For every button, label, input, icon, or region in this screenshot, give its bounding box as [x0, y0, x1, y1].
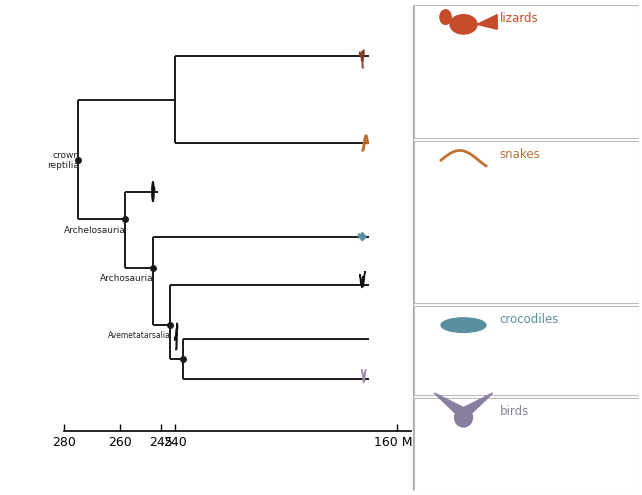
Text: Archosauria: Archosauria: [100, 274, 154, 283]
Ellipse shape: [455, 407, 473, 427]
Text: Avemetatarsalia: Avemetatarsalia: [108, 331, 170, 340]
Polygon shape: [364, 235, 366, 239]
Polygon shape: [359, 233, 360, 238]
Ellipse shape: [440, 10, 451, 24]
Ellipse shape: [176, 328, 177, 340]
Bar: [414, 306, 639, 396]
Polygon shape: [435, 393, 464, 412]
Polygon shape: [360, 274, 361, 285]
Ellipse shape: [363, 375, 365, 383]
Polygon shape: [360, 51, 361, 55]
Text: crocodiles: crocodiles: [499, 313, 559, 326]
Ellipse shape: [154, 187, 155, 193]
Text: snakes: snakes: [499, 148, 540, 161]
Text: Archelosauria: Archelosauria: [64, 226, 126, 235]
Bar: [414, 141, 639, 303]
Polygon shape: [464, 393, 493, 412]
Polygon shape: [363, 271, 365, 287]
Bar: [414, 398, 639, 490]
Ellipse shape: [450, 15, 477, 34]
Polygon shape: [361, 370, 363, 377]
Ellipse shape: [360, 233, 364, 241]
Text: lizards: lizards: [499, 12, 538, 25]
Polygon shape: [477, 15, 497, 29]
Polygon shape: [364, 370, 366, 377]
Ellipse shape: [362, 277, 363, 281]
Ellipse shape: [361, 280, 363, 288]
Bar: [414, 5, 639, 139]
Ellipse shape: [361, 51, 363, 62]
Ellipse shape: [441, 318, 486, 333]
Text: birds: birds: [499, 405, 529, 418]
Ellipse shape: [363, 50, 364, 56]
Text: crown
reptilia: crown reptilia: [48, 150, 80, 170]
Polygon shape: [175, 336, 176, 341]
Ellipse shape: [152, 182, 154, 201]
Ellipse shape: [177, 323, 178, 330]
